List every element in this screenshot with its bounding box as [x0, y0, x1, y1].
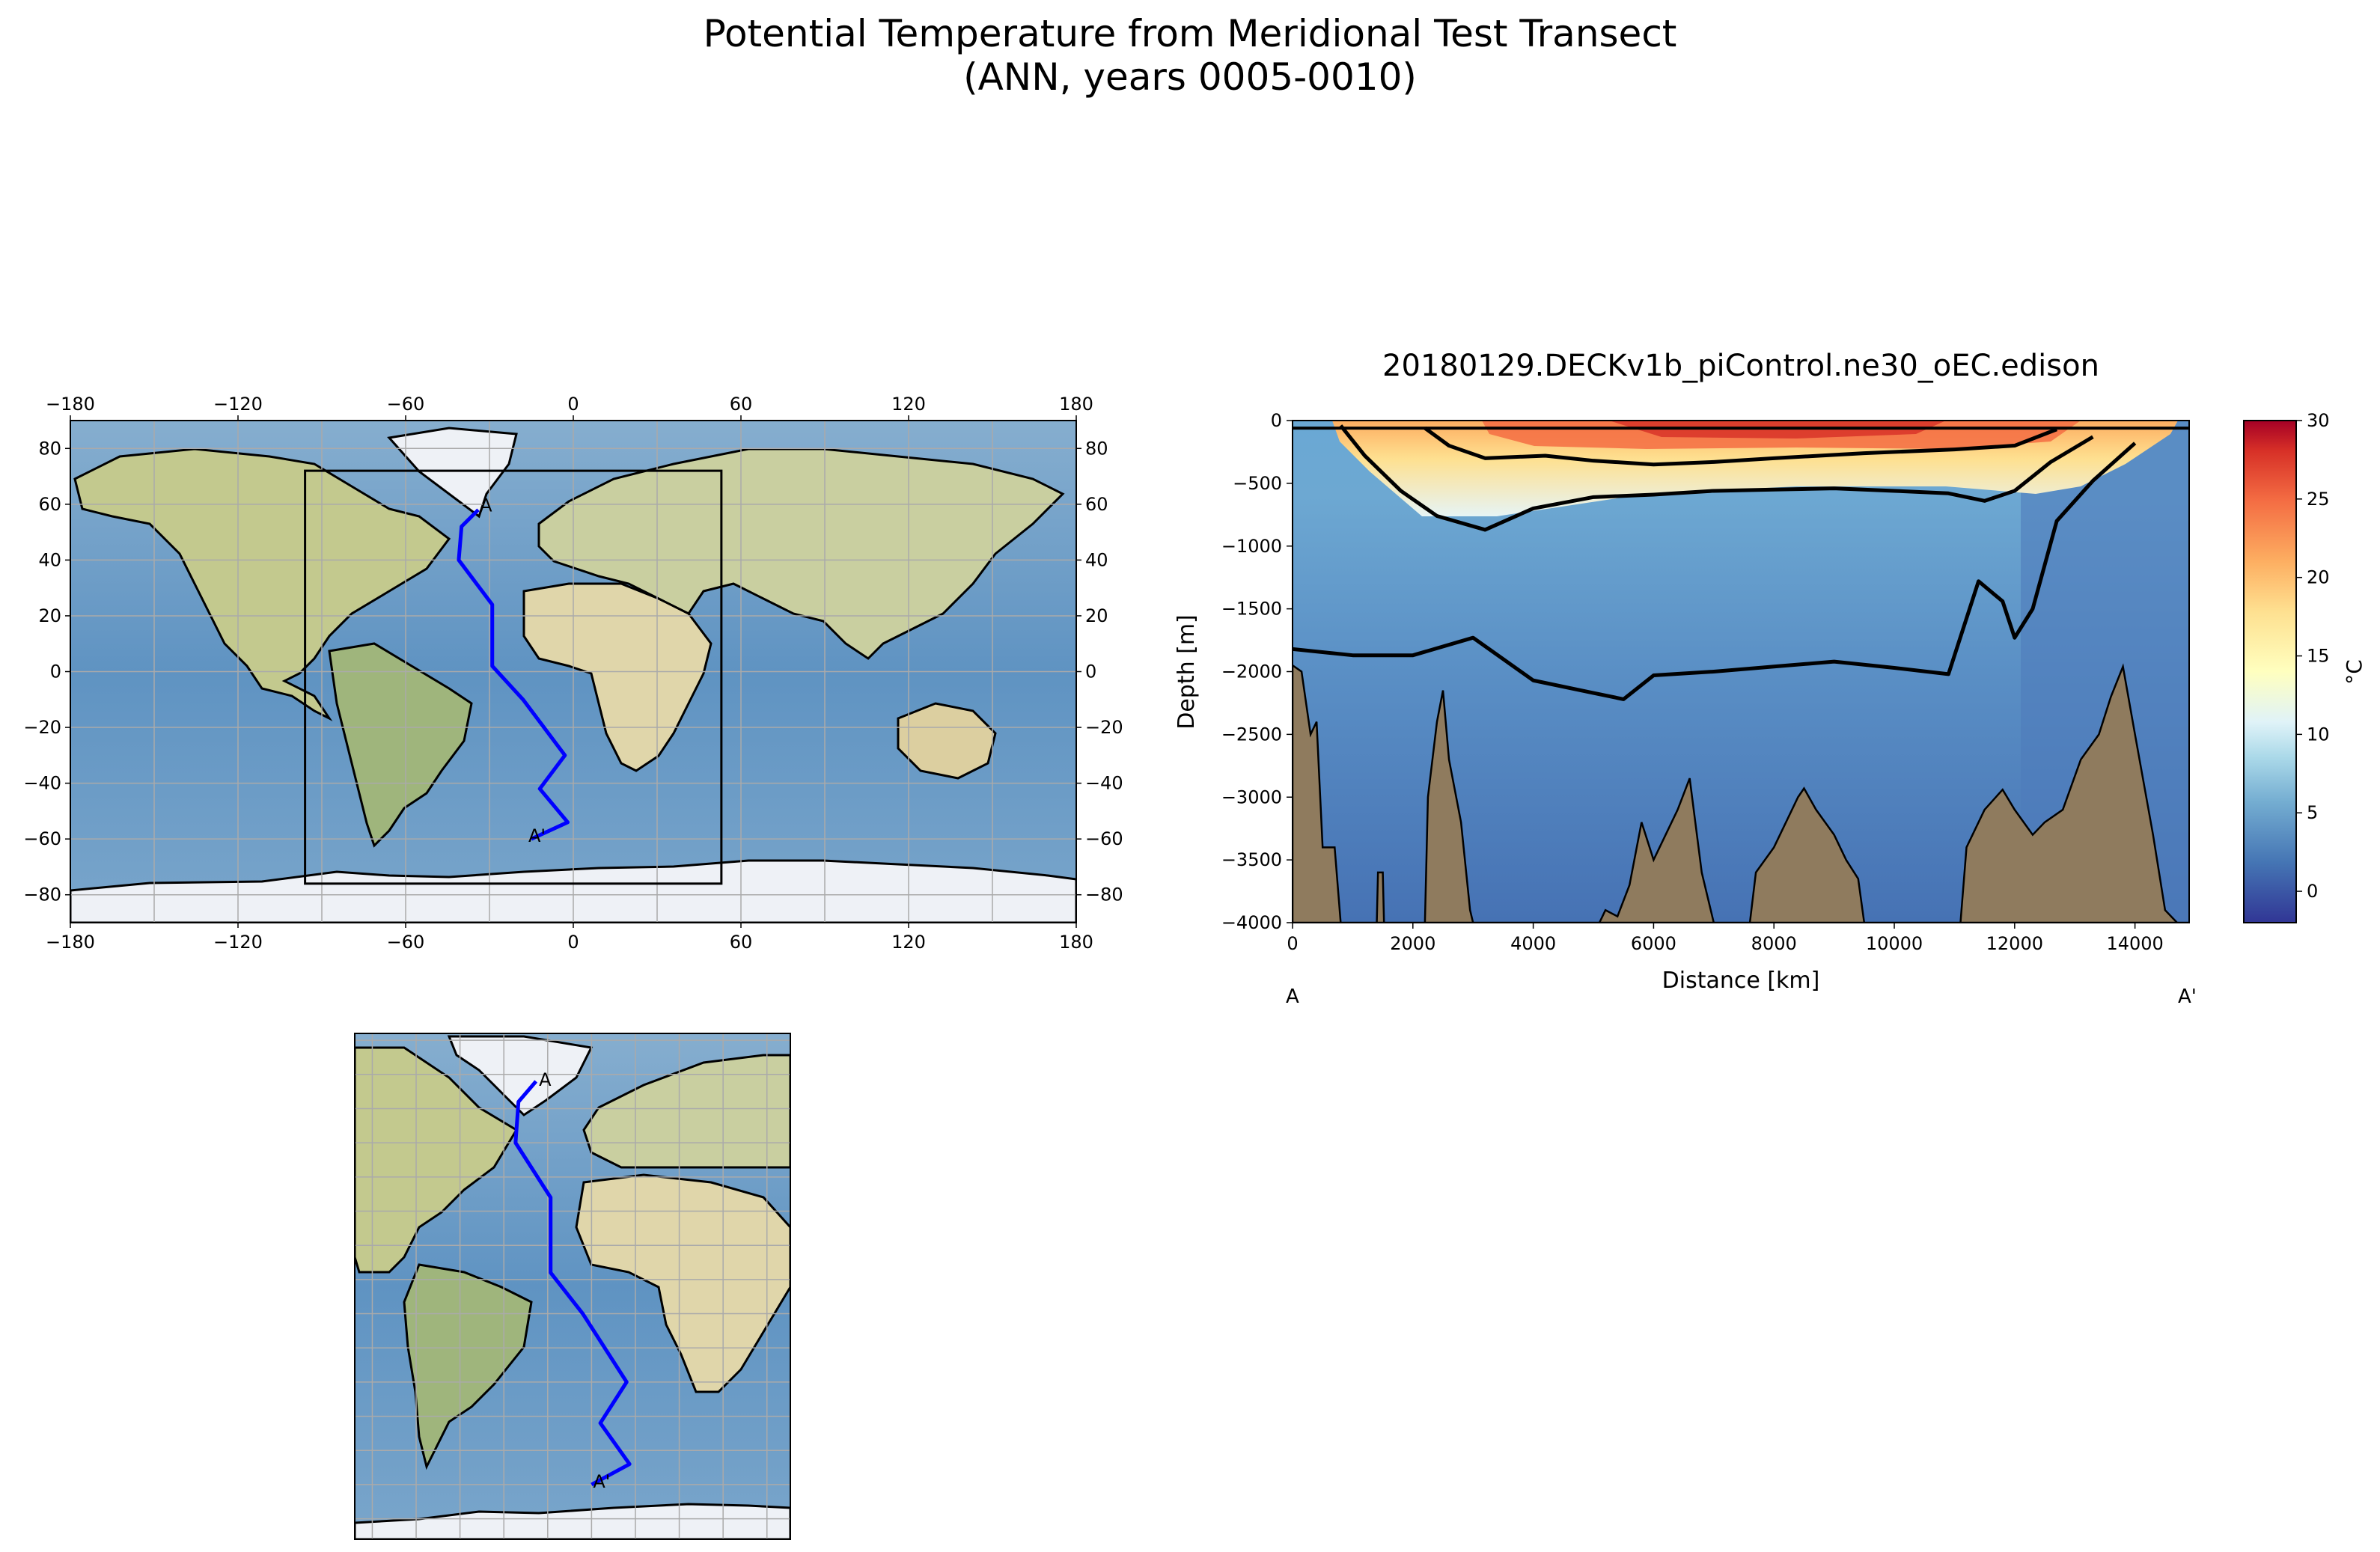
section-ticks: 0 2000 4000 6000 8000 10000 12000 14000 0 −500 −10…	[1221, 410, 2164, 954]
global-map-ytick-right: 80	[1085, 438, 1108, 459]
section-contour-mid_5C	[1339, 424, 2094, 532]
global-map-ticks: −180 −180 −120 −120 −60 −60 0 0 60 60 120 120 180 180…	[23, 394, 1123, 953]
global-map-xtick-bottom: −120	[213, 932, 263, 953]
land-south-america	[328, 642, 473, 848]
section-contours	[1293, 424, 2189, 701]
section-xtick-label: 8000	[1751, 933, 1797, 954]
section-ylabel: Depth [m]	[1174, 614, 1200, 730]
section-chart: 20180129.DECKv1b_piControl.ne30_oEC.edis…	[1174, 349, 2367, 1008]
section-xtick-label: 0	[1287, 933, 1298, 954]
global-map-ytick-left: −60	[23, 828, 61, 849]
section-ytick-label: −3500	[1221, 849, 1282, 870]
colorbar-tick-label: 25	[2307, 489, 2330, 510]
regional-map-land	[355, 1035, 790, 1539]
colorbar	[2243, 420, 2297, 923]
global-map-ytick-right: 60	[1085, 494, 1108, 515]
section-ytick-label: 0	[1271, 410, 1282, 431]
section-xtick-label: 2000	[1390, 933, 1435, 954]
section-ytick-label: −2000	[1221, 662, 1282, 682]
global-map-xtick-bottom: −60	[387, 932, 425, 953]
figure-title-line1: Potential Temperature from Meridional Te…	[704, 12, 1677, 55]
section-xtick-label: 10000	[1866, 933, 1923, 954]
global-map-ytick-right: −80	[1085, 885, 1123, 905]
section-endpoint-start: A	[1286, 986, 1299, 1008]
global-map-ytick-right: 40	[1085, 549, 1108, 570]
global-map-xtick-top: 60	[730, 394, 753, 415]
global-map-label-end: A'	[528, 825, 546, 846]
colorbar-ticks: 30 25 20 15 10 5 0	[2296, 410, 2330, 902]
colorbar-tick-label: 30	[2307, 410, 2330, 431]
land-africa	[522, 582, 713, 772]
section-xtick-label: 4000	[1510, 933, 1556, 954]
global-map-xtick-top: −60	[387, 394, 425, 415]
figure-title-line2: (ANN, years 0005-0010)	[963, 55, 1417, 99]
section-xtick-label: 12000	[1986, 933, 2043, 954]
colorbar-tick-label: 20	[2307, 567, 2330, 588]
global-map-region-box	[304, 469, 723, 885]
land-greenland	[387, 427, 518, 519]
global-map-xtick-top: −180	[46, 394, 95, 415]
colorbar-tick-label: 5	[2307, 802, 2318, 823]
global-map: A A' −180 −180 −120 −120 −60 −60 0 0 60 60 120 120 1…	[23, 394, 1123, 953]
global-map-ytick-left: −40	[23, 773, 61, 794]
land-australia	[897, 702, 997, 780]
section-contour-deep_2C	[1293, 442, 2137, 701]
regional-land-antarctica	[355, 1503, 790, 1539]
global-map-ytick-left: 0	[50, 662, 61, 682]
regional-land-north-america	[355, 1046, 519, 1274]
land-north-america	[73, 447, 451, 721]
colorbar-tick-label: 15	[2307, 646, 2330, 667]
global-map-ytick-right: −20	[1085, 717, 1123, 738]
global-map-ytick-right: 20	[1085, 605, 1108, 626]
section-ytick-label: −2500	[1221, 724, 1282, 745]
global-map-ytick-right: 0	[1085, 662, 1096, 682]
global-map-xtick-top: 0	[567, 394, 579, 415]
global-map-ytick-left: 60	[38, 494, 61, 515]
global-map-transect-line	[457, 508, 570, 841]
global-map-label-start: A	[480, 495, 492, 516]
colorbar-tick-label: 0	[2307, 881, 2318, 902]
regional-map-transect-line	[513, 1080, 632, 1487]
global-map-xtick-bottom: 0	[567, 932, 579, 953]
global-map-xtick-bottom: 60	[730, 932, 753, 953]
regional-land-greenland	[447, 1035, 594, 1116]
colorbar-label: °C	[2342, 659, 2367, 685]
section-title: 20180129.DECKv1b_piControl.ne30_oEC.edis…	[1382, 349, 2099, 383]
global-map-xtick-top: −120	[213, 394, 263, 415]
regional-map: A A'	[354, 1033, 791, 1540]
global-map-xtick-bottom: 180	[1059, 932, 1093, 953]
regional-map-label-start: A	[539, 1069, 552, 1090]
global-map-ytick-right: −40	[1085, 773, 1123, 794]
global-map-ytick-left: 20	[38, 605, 61, 626]
regional-map-label-end: A'	[593, 1471, 610, 1492]
colorbar-tick-label: 10	[2307, 724, 2330, 745]
regional-map-frame	[354, 1033, 791, 1540]
section-terrain	[1293, 663, 2189, 923]
global-map-xtick-bottom: 120	[891, 932, 926, 953]
section-ytick-label: −4000	[1221, 912, 1282, 933]
regional-map-gridlines	[355, 1033, 790, 1539]
section-ytick-label: −1500	[1221, 599, 1282, 620]
section-endpoint-end: A'	[2178, 986, 2197, 1008]
global-map-ytick-left: 40	[38, 549, 61, 570]
global-map-ytick-left: 80	[38, 438, 61, 459]
section-xtick-label: 6000	[1631, 933, 1676, 954]
global-map-ytick-left: −20	[23, 717, 61, 738]
global-map-xtick-top: 120	[891, 394, 926, 415]
global-map-ytick-left: −80	[23, 885, 61, 905]
section-ytick-label: −1000	[1221, 536, 1282, 557]
global-map-gridlines	[70, 421, 1076, 923]
global-map-xtick-top: 180	[1059, 394, 1093, 415]
regional-land-africa	[575, 1173, 790, 1393]
section-xtick-label: 14000	[2106, 933, 2163, 954]
global-map-ytick-right: −60	[1085, 828, 1123, 849]
global-map-xtick-bottom: −180	[46, 932, 95, 953]
section-ytick-label: −500	[1233, 473, 1282, 494]
section-contour-upper_10C	[1424, 427, 2058, 467]
section-ytick-label: −3000	[1221, 786, 1282, 807]
section-xlabel: Distance [km]	[1662, 968, 1820, 994]
